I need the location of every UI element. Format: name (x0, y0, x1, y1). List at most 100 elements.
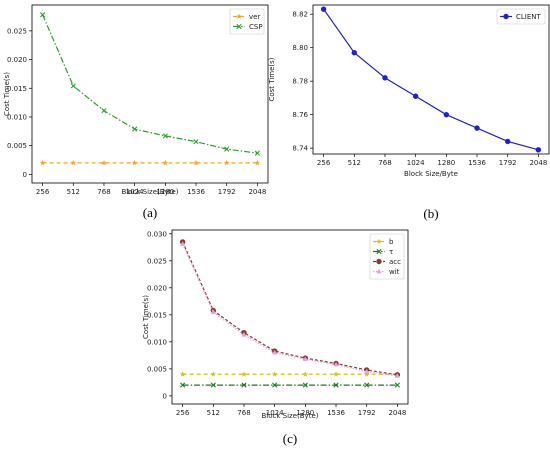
legend-marker-wit (376, 268, 382, 274)
legend-label-wit: wit (389, 268, 400, 276)
data-point-tau (394, 382, 400, 388)
data-point-CSP (101, 108, 107, 114)
plot-frame (31, 4, 269, 184)
data-point-wit (210, 309, 216, 314)
legend-frame (369, 233, 405, 280)
y-tick-label: 0.015 (7, 85, 27, 93)
data-point-CSP (40, 12, 46, 18)
x-tick-label: 1536 (327, 409, 345, 417)
legend-label-ver: ver (249, 13, 260, 21)
x-tick-label: 1024 (266, 409, 284, 417)
data-point-b (333, 371, 339, 377)
data-point-CSP (132, 126, 138, 132)
data-point-wit (394, 372, 401, 378)
y-tick-label: 0 (23, 171, 27, 179)
panel-c: 256 512 768 1024 1280 1536 1792 2048 0 0.005 0.010… (142, 229, 409, 446)
y-tick-label: 0.025 (147, 257, 167, 265)
x-tick-label: 2048 (529, 159, 547, 167)
y-tick-label: 0.025 (7, 27, 27, 35)
legend-marker-b (376, 238, 382, 244)
x-tick-label: 1536 (187, 188, 205, 196)
data-point-ver (101, 159, 107, 166)
data-point-ver (70, 159, 77, 166)
data-point-b (241, 371, 247, 377)
data-point-b (302, 371, 309, 377)
panel-caption: (c) (283, 431, 297, 446)
x-tick-label: 1280 (156, 188, 174, 196)
data-point-CLIENT (320, 6, 327, 12)
data-point-tau (210, 382, 216, 388)
x-tick-label: 256 (317, 159, 331, 167)
y-tick-label: 8.82 (292, 11, 308, 19)
x-tick-label: 1280 (296, 409, 314, 417)
legend-marker-ver (236, 13, 242, 19)
data-point-ver (39, 159, 46, 166)
data-point-b (271, 371, 278, 377)
legend-label-tau: τ (389, 248, 393, 256)
y-tick-label: 0.010 (147, 338, 167, 346)
y-tick-label: 8.76 (292, 111, 308, 119)
data-point-CLIENT (412, 93, 419, 99)
x-tick-label: 256 (176, 409, 190, 417)
data-point-wit (333, 361, 339, 367)
data-point-wit (302, 356, 308, 361)
y-tick-label: 0.030 (147, 230, 167, 238)
y-axis-label: Cost Time(s) (3, 72, 11, 116)
x-tick-label: 512 (348, 159, 361, 167)
data-point-ver (162, 159, 169, 166)
x-tick-label: 1024 (407, 159, 425, 167)
data-point-CLIENT (474, 125, 480, 131)
x-axis-label: Block Size(Byte) (262, 412, 319, 420)
data-point-ver (254, 159, 261, 166)
y-axis-label: Cost Time(s) (142, 295, 150, 339)
data-point-CLIENT (351, 50, 357, 56)
legend-label-CLIENT: CLIENT (516, 13, 542, 21)
legend-marker-acc (376, 258, 382, 265)
legend-marker-tau (376, 248, 382, 255)
data-point-wit (241, 331, 247, 337)
y-tick-label: 0.010 (7, 113, 27, 121)
y-axis-label: Cost Time(s) (268, 57, 276, 101)
x-tick-label: 2048 (388, 409, 406, 417)
legend-frame (496, 8, 546, 25)
x-tick-label: 256 (36, 188, 50, 196)
data-point-CLIENT (443, 111, 450, 118)
legend-label-CSP: CSP (249, 23, 263, 31)
x-tick-label: 1280 (437, 159, 455, 167)
series-line-acc (182, 241, 398, 376)
x-tick-label: 1024 (126, 188, 144, 196)
x-axis-label: Block Size/Byte (404, 170, 458, 178)
data-point-wit (364, 368, 370, 374)
legend: ver CSP (229, 8, 265, 35)
plot-frame (171, 229, 409, 405)
legend-marker-CLIENT (503, 13, 509, 20)
legend-label-acc: acc (389, 258, 401, 266)
x-tick-label: 768 (378, 159, 391, 167)
panel-caption: (b) (423, 206, 438, 221)
data-point-tau (364, 382, 370, 388)
series-line-wit (182, 243, 398, 377)
x-tick-label: 1792 (218, 188, 236, 196)
data-point-tau (241, 382, 247, 388)
y-tick-label: 0.005 (7, 142, 27, 150)
y-tick-label: 0.020 (147, 284, 167, 292)
x-tick-label: 1536 (468, 159, 486, 167)
data-point-CSP (162, 133, 168, 139)
y-tick-label: 0.005 (147, 365, 167, 373)
data-point-tau (272, 382, 278, 388)
y-tick-label: 0.020 (7, 56, 27, 64)
series-line-CLIENT (323, 8, 539, 151)
data-point-b (179, 371, 186, 377)
data-point-CSP (254, 150, 260, 156)
y-tick-label: 8.74 (292, 145, 308, 153)
x-tick-label: 1792 (499, 159, 517, 167)
legend-marker-CSP (236, 23, 242, 30)
data-point-ver (131, 159, 138, 166)
data-point-ver (223, 159, 230, 166)
data-point-tau (180, 382, 186, 388)
x-tick-label: 2048 (248, 188, 266, 196)
x-tick-label: 768 (237, 409, 250, 417)
panel-b: 256 512 768 1024 1280 1536 1792 2048 8.74 8.76 8.7… (268, 4, 550, 221)
y-tick-label: 8.78 (292, 78, 308, 86)
x-axis-label: Block Size(Byte) (122, 188, 179, 196)
